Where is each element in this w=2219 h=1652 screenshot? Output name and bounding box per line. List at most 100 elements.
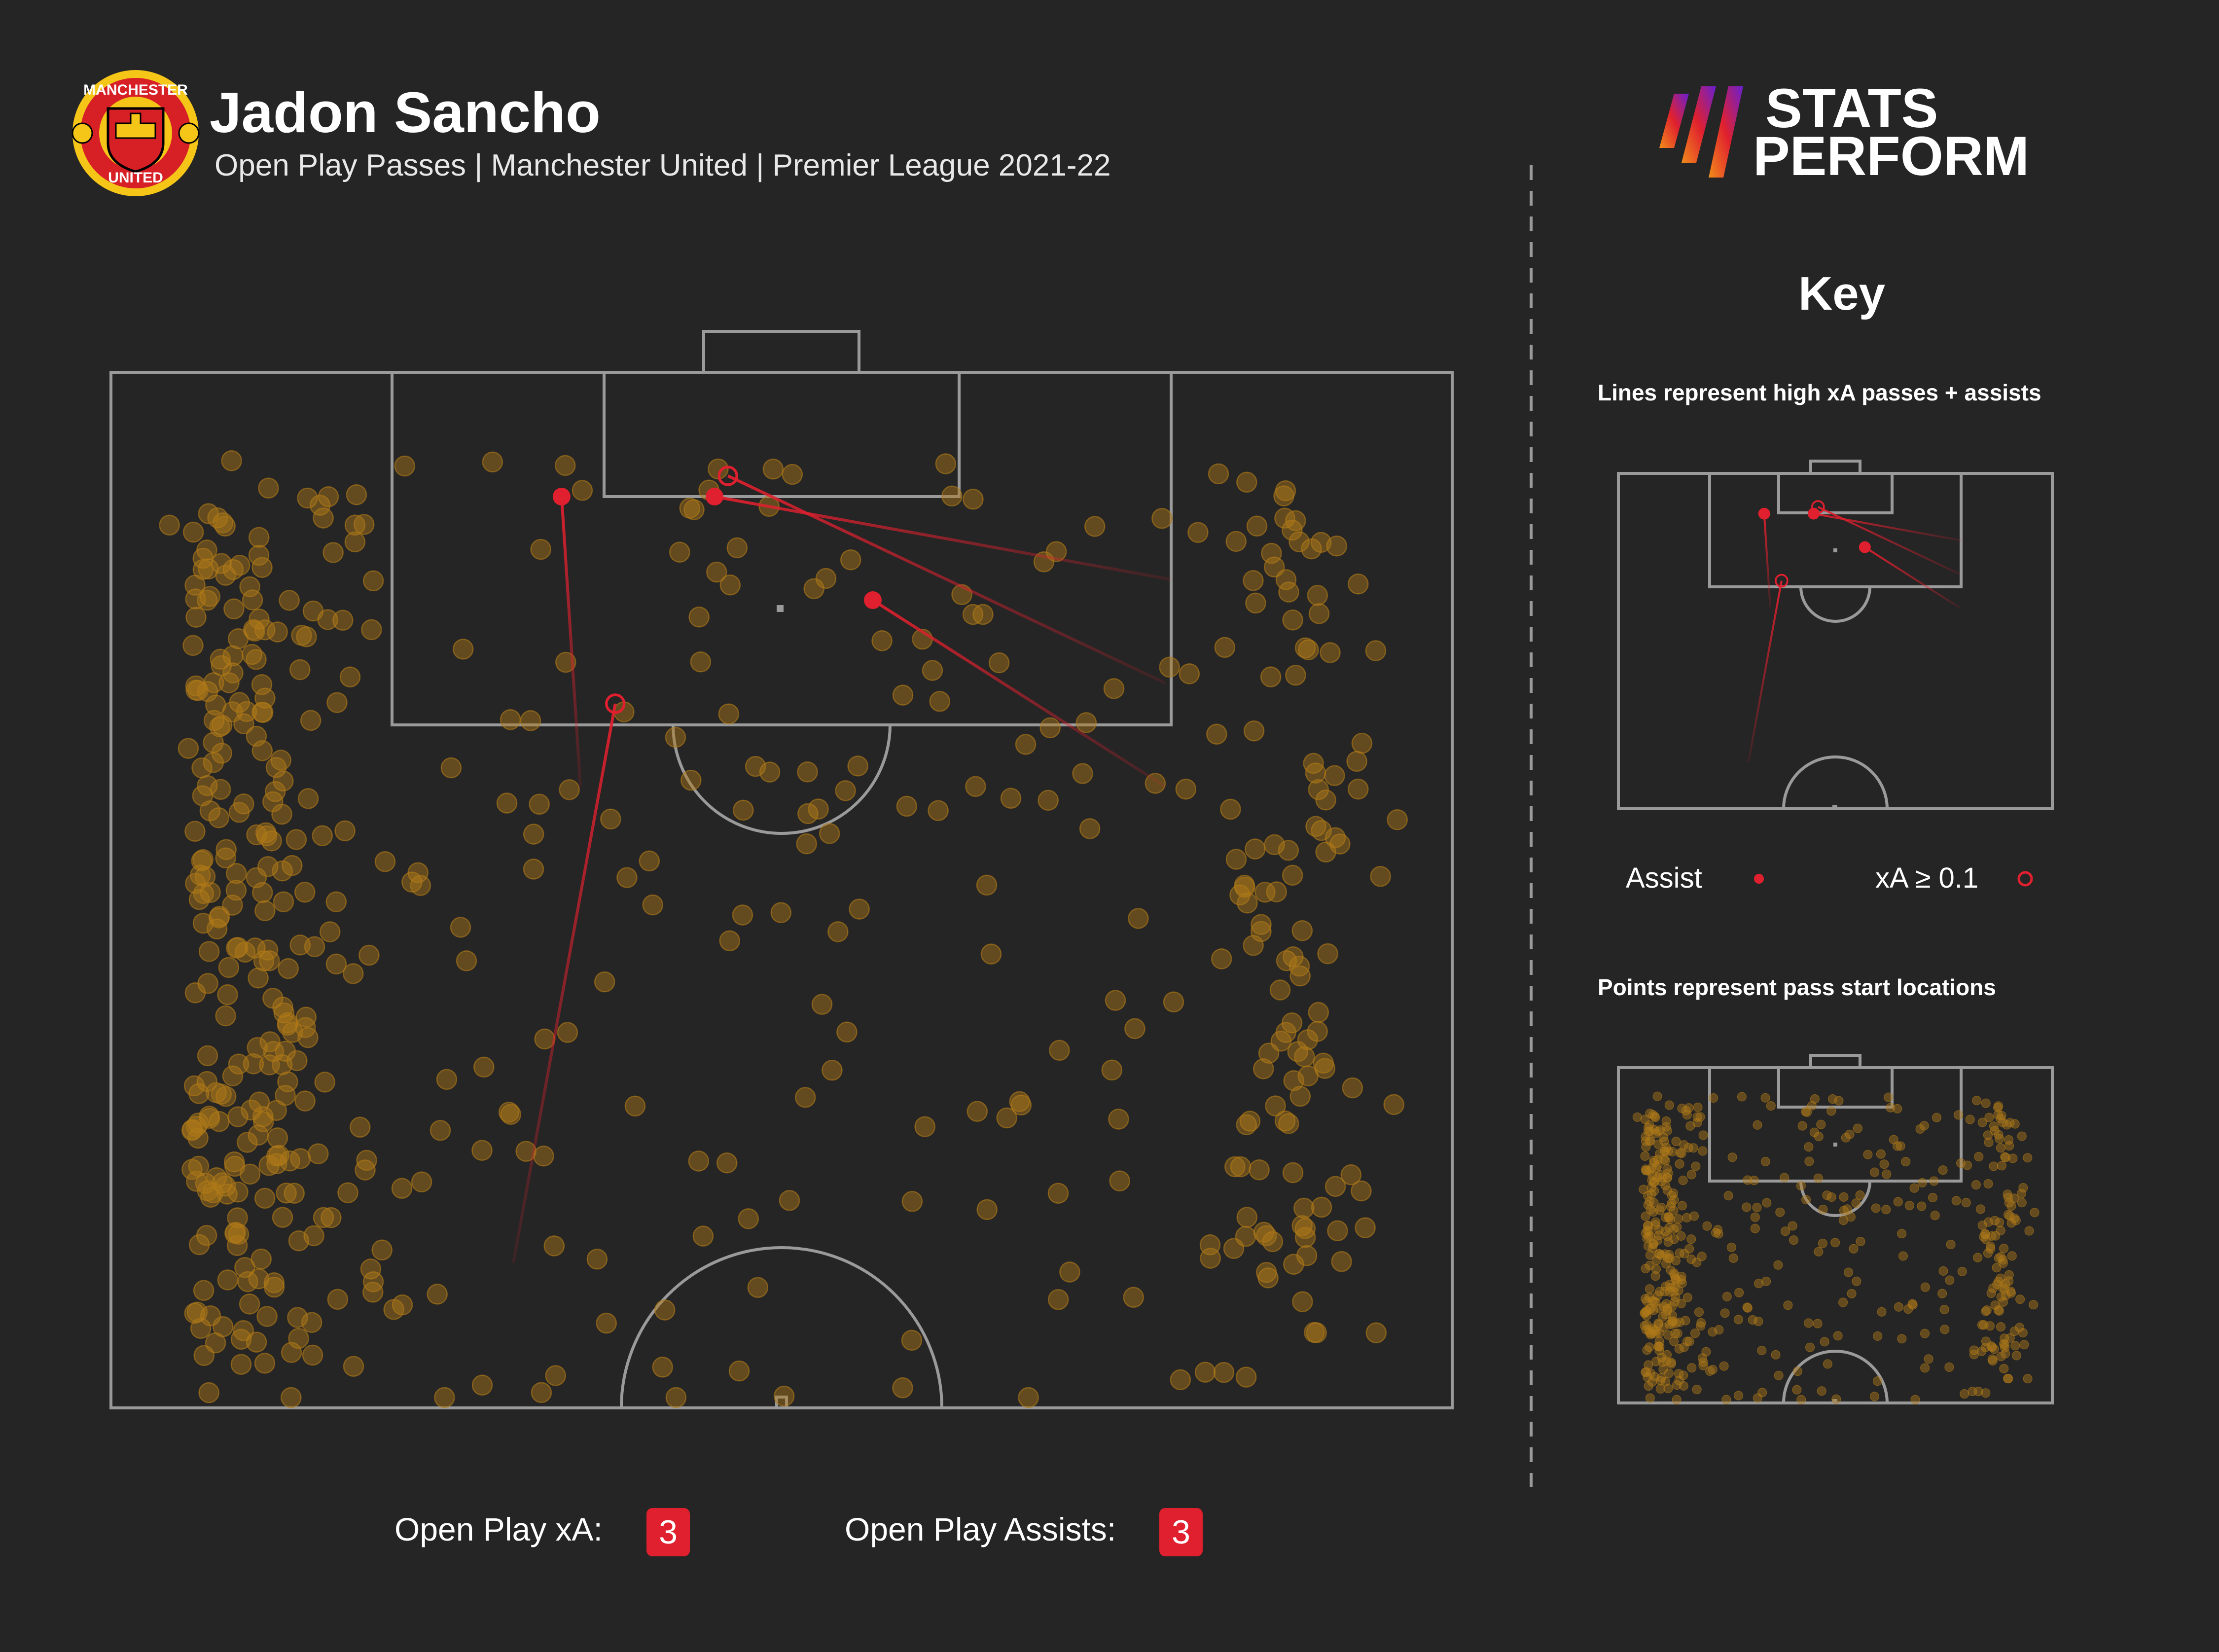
penalty-arc [672, 724, 892, 835]
key-pass-start-point [1839, 1206, 1849, 1216]
main-pass-start-point [210, 779, 231, 800]
key-pass-start-point [1653, 1126, 1663, 1137]
main-pass-start-point [216, 1184, 238, 1205]
main-pass-start-point [277, 1014, 298, 1036]
main-pass-start-point [1262, 1231, 1284, 1253]
key-pass-start-point [1677, 1275, 1686, 1285]
key-pass-start-point [1662, 1126, 1672, 1136]
key-pass-start-point [1691, 1161, 1701, 1171]
key-pass-start-point [1669, 1336, 1679, 1346]
key-pass-start-point [1873, 1331, 1883, 1341]
main-pass-start-point [498, 1102, 520, 1123]
main-pass-start-point [339, 666, 361, 688]
main-pass-start-point [254, 900, 276, 922]
key-pass-start-point [1853, 1123, 1862, 1133]
key-pass-start-point [1831, 1394, 1841, 1404]
key-pass-start-point [1984, 1113, 1994, 1122]
main-pass-start-point [286, 829, 307, 850]
main-pass-start-point [531, 1382, 552, 1403]
key-pass-start-point [2030, 1208, 2040, 1218]
main-pass-start-point [1281, 1012, 1303, 1034]
key-pass-start-point [1961, 1198, 1971, 1208]
key-pass-start-point [1760, 1093, 1770, 1103]
main-pass-start-point [1326, 535, 1347, 557]
key-pass-start-point [1847, 1289, 1857, 1298]
key-pass-start-point [1928, 1192, 1938, 1203]
key-pass-start-point [1823, 1359, 1832, 1369]
key-pass-start-point [1705, 1366, 1715, 1376]
key-pass-start-point [2017, 1198, 2027, 1208]
main-pass-start-point [1264, 834, 1285, 856]
main-pass-start-point [229, 692, 250, 713]
key-pass-start-point [1697, 1252, 1707, 1261]
main-pass-start-point [249, 609, 270, 630]
main-pass-start-point [1236, 471, 1257, 493]
key-pass-start-point [1870, 1167, 1880, 1177]
key-pass-start-point [1692, 1385, 1702, 1395]
main-pass-start-point [1387, 809, 1408, 830]
key-pass-start-point [1820, 1337, 1829, 1347]
main-pass-start-point [192, 559, 214, 580]
key-pass-start-point [1762, 1198, 1772, 1208]
key-pass-start-point [1817, 1386, 1826, 1396]
key-pass-start-point [1664, 1250, 1674, 1259]
main-pass-start-point [321, 1207, 342, 1228]
key-pass-start-point [1988, 1283, 1998, 1293]
key-pass-start-point [1915, 1124, 1925, 1134]
key-pass-start-point [1661, 1213, 1671, 1222]
key-pass-start-point [1995, 1306, 2004, 1316]
main-pass-start-point [988, 652, 1010, 674]
main-pass-end-xa [605, 693, 626, 714]
main-pass-start-point [1224, 1156, 1246, 1178]
key-pass-start-point [1737, 1092, 1747, 1102]
key-pass-start-point [1663, 1330, 1673, 1340]
main-pass-start-point [192, 785, 214, 806]
key-pass-start-point [1750, 1212, 1760, 1222]
key-pass-start-point [1667, 1302, 1677, 1312]
key-pass-start-point [1660, 1147, 1670, 1156]
key-pass-start-point [1983, 1179, 1993, 1189]
main-pass-start-point [258, 1155, 280, 1176]
main-pass-start-point [197, 973, 218, 994]
main-pass-start-point [1075, 712, 1097, 733]
main-pass-start-point [1230, 1156, 1252, 1178]
main-pass-start-point [1274, 507, 1295, 529]
main-pass-start-point [184, 821, 206, 842]
key-pass-start-point [1843, 1267, 1854, 1277]
main-pass-start-point [1324, 1176, 1346, 1197]
goal [702, 330, 860, 374]
main-pass-start-point [279, 590, 300, 611]
main-pass-start-point [935, 453, 957, 474]
key-pass-start-point [1682, 1336, 1692, 1346]
main-pass-start-point [1236, 1114, 1257, 1136]
main-pass-start-point [819, 823, 840, 844]
key-pass-start-point [2004, 1135, 2014, 1145]
key-pass-start-point [1651, 1217, 1661, 1227]
key-pass-start-point [1658, 1365, 1668, 1374]
crest-text-bottom: UNITED [108, 170, 163, 186]
key-pass-start-point [1684, 1244, 1694, 1254]
main-pass-start-point [1084, 516, 1106, 537]
key-pass-start-point [1920, 1363, 1930, 1373]
main-pass-start-point [343, 1356, 364, 1377]
main-pass-start-point [215, 839, 237, 860]
key-pass-start-point [1650, 1326, 1660, 1336]
main-pass-start-point [797, 761, 818, 783]
main-pass-start-point [361, 619, 382, 641]
main-pass-start-point [1304, 1322, 1325, 1343]
high-xa-passes [512, 466, 1171, 1263]
key-pass-start-point [1748, 1315, 1757, 1325]
key-pass-start-point [1666, 1202, 1676, 1212]
key-pass-start-point [1728, 1253, 1738, 1263]
main-pass-start-point [1103, 678, 1125, 699]
main-pass-start-point [392, 1294, 413, 1316]
main-pass-start-point [211, 743, 232, 764]
key-pass-start-point [1696, 1318, 1706, 1328]
main-pass-start-point [208, 807, 229, 828]
key-pass-start-point [1971, 1180, 1981, 1190]
key-pass-start-point [1653, 1139, 1663, 1149]
main-pass-start-point [692, 1225, 714, 1247]
main-pass-start-point [239, 576, 260, 598]
key-pass-start-point [2018, 1183, 2028, 1193]
key-pass-start-point [1834, 1096, 1844, 1106]
